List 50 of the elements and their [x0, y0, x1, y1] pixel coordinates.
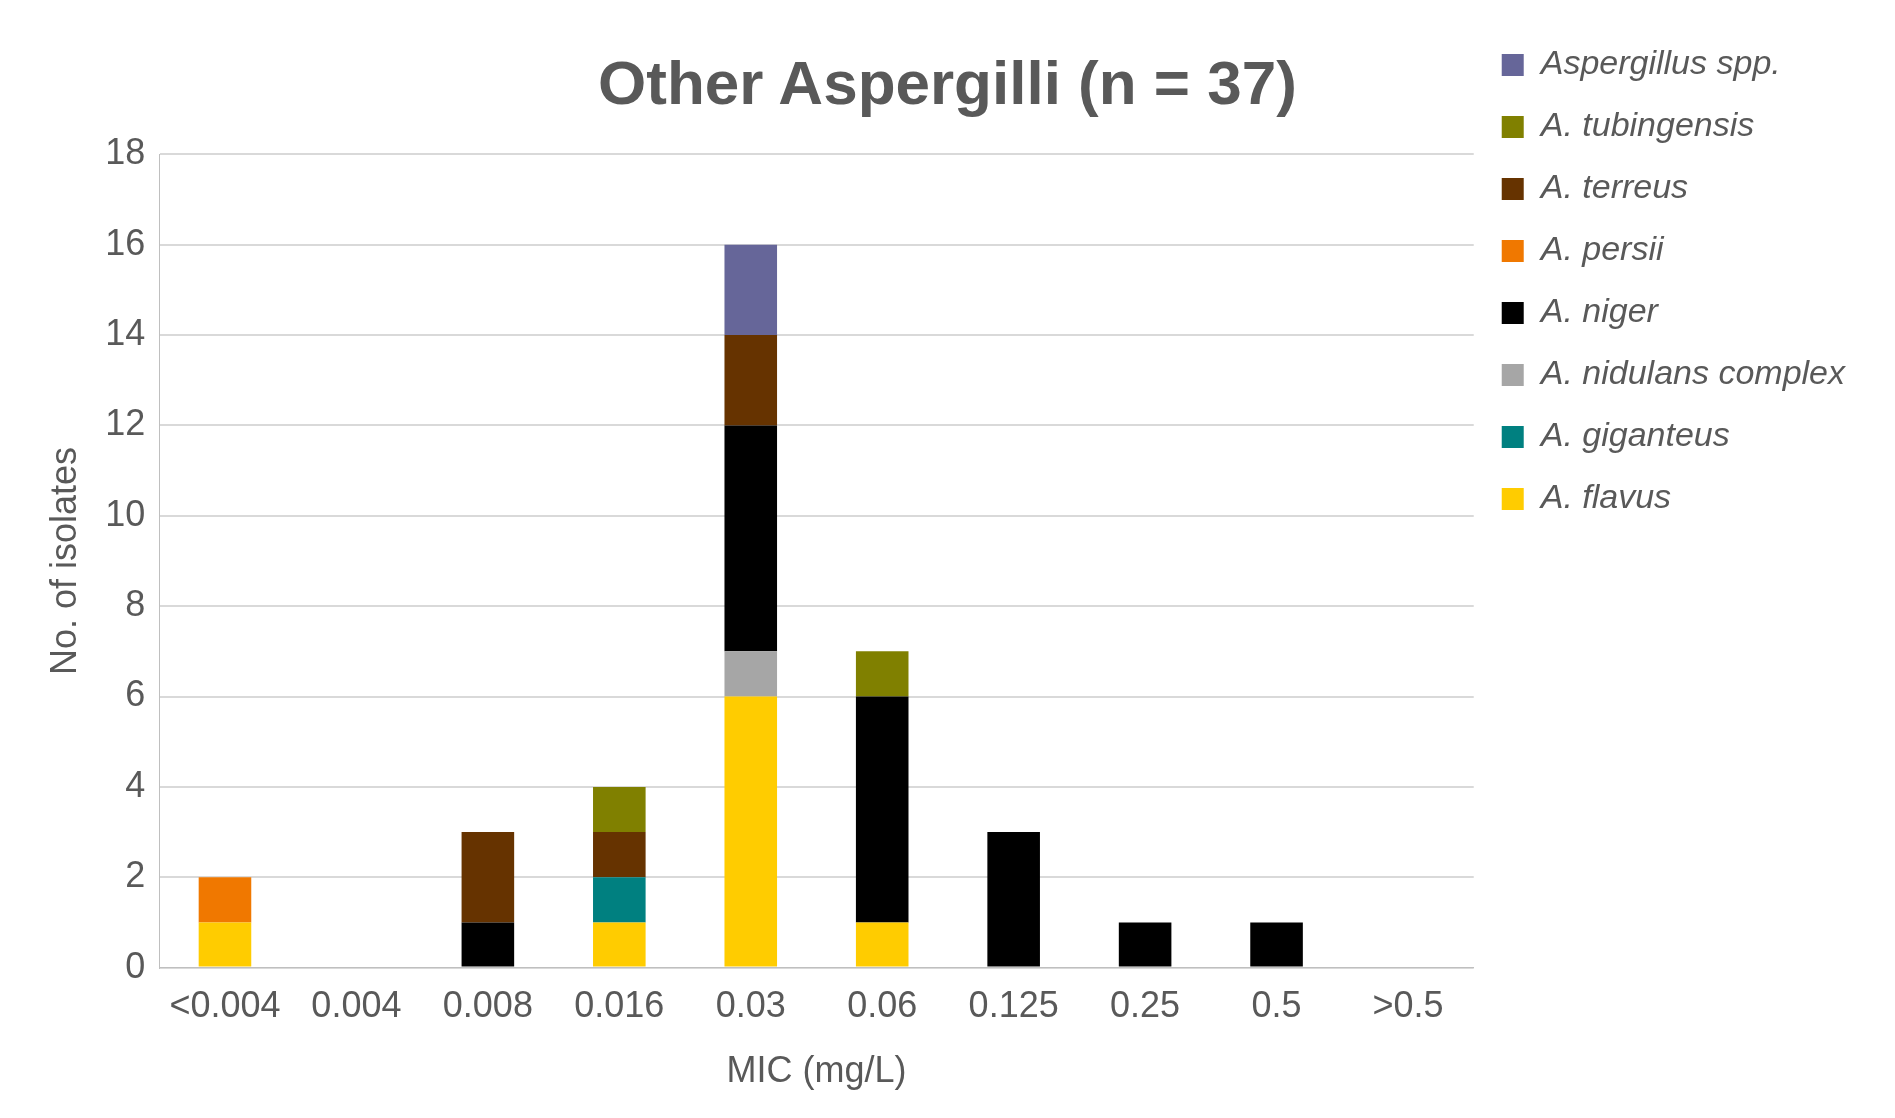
y-axis-title: No. of isolates — [42, 446, 84, 676]
bar — [461, 922, 515, 967]
legend-label: A. tubingensis — [1538, 105, 1755, 144]
y-tick-label: 4 — [125, 763, 146, 805]
x-tick-label: >0.5 — [1372, 984, 1444, 1026]
bar — [1250, 922, 1303, 967]
legend-label: A. nidulans complex — [1538, 353, 1846, 392]
bar — [724, 335, 778, 426]
bar — [855, 696, 909, 923]
y-tick-label: 12 — [105, 402, 146, 444]
bar — [593, 877, 646, 923]
legend-label: A. flavus — [1538, 477, 1672, 516]
x-tick-label: 0.004 — [311, 984, 402, 1026]
x-tick-label: 0.06 — [847, 984, 918, 1026]
y-tick-label: 18 — [105, 131, 146, 173]
chart-title: Other Aspergilli (n = 37) — [598, 48, 1297, 118]
bar — [724, 651, 778, 697]
bar — [855, 922, 909, 967]
y-tick-label: 2 — [125, 854, 146, 896]
x-tick-label: 0.5 — [1251, 984, 1302, 1026]
bar — [593, 922, 646, 967]
bar — [855, 651, 909, 697]
x-tick-label: 0.008 — [442, 984, 533, 1026]
legend-label: A. giganteus — [1538, 415, 1730, 454]
y-tick-label: 10 — [105, 492, 146, 534]
x-tick-label: 0.125 — [968, 984, 1059, 1026]
legend-label: A. niger — [1538, 291, 1660, 330]
y-tick-label: 16 — [105, 221, 146, 263]
bar — [461, 832, 515, 923]
bar — [593, 832, 646, 878]
legend-label: A. persii — [1538, 229, 1665, 268]
bar — [724, 696, 778, 967]
legend-label: A. terreus — [1538, 167, 1689, 206]
x-axis-title: MIC (mg/L) — [726, 1049, 907, 1091]
bar — [198, 877, 252, 923]
x-tick-label: 0.25 — [1110, 984, 1181, 1026]
bar — [1118, 922, 1172, 967]
x-tick-label: <0.004 — [169, 984, 281, 1026]
x-tick-label: 0.016 — [574, 984, 665, 1026]
y-tick-label: 8 — [125, 583, 146, 625]
bar — [987, 832, 1040, 967]
y-tick-label: 0 — [125, 944, 146, 986]
bar — [724, 244, 778, 336]
bar — [724, 425, 778, 652]
y-tick-label: 6 — [125, 673, 146, 715]
y-tick-label: 14 — [105, 312, 146, 354]
bar — [198, 922, 252, 967]
x-tick-label: 0.03 — [715, 984, 786, 1026]
bar — [593, 786, 646, 833]
legend-label: Aspergillus spp. — [1538, 43, 1781, 82]
